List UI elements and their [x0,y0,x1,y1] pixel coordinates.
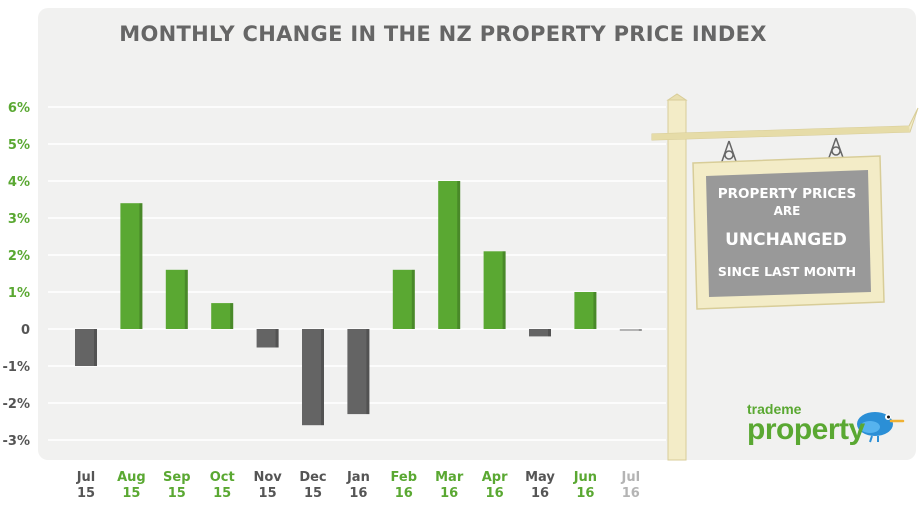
x-tick-month: Apr [482,470,508,485]
x-tick-month: Dec [299,470,326,485]
x-tick-year: 15 [304,486,322,501]
logo-top-text: trademe [747,401,802,417]
y-tick-label: -3% [3,434,30,449]
x-tick-year: 16 [440,486,458,501]
bar-may-16 [529,329,551,337]
x-tick-year: 16 [622,486,640,501]
y-tick-label: 1% [8,286,30,301]
bar-shade [321,329,324,426]
x-tick-month: May [525,470,555,485]
sign-line-3: UNCHANGED [725,230,847,250]
x-tick-month: Jul [621,470,641,485]
x-tick-year: 15 [259,486,277,501]
bar-shade [457,181,461,329]
bar-shade [139,203,143,329]
x-tick-month: Feb [391,470,417,485]
x-tick-month: Jul [76,470,96,485]
bar-shade [638,329,642,331]
x-tick-month: Nov [253,470,282,485]
y-tick-labels: 6% 5% 4% 3% 2% 1% 0 -1% -2% -3% [3,101,30,449]
y-tick-label: 0 [21,323,30,338]
x-tick-month: Oct [210,470,235,485]
y-tick-label: -2% [3,397,30,412]
bar-shade [548,329,551,337]
bar-shade [184,269,188,329]
x-tick-year: 16 [349,486,367,501]
bar-feb-16 [392,269,415,329]
x-tick-year: 16 [576,486,594,501]
bar-shade [94,329,97,366]
bar-jan-16 [347,329,370,415]
chart-title: MONTHLY CHANGE IN THE NZ PROPERTY PRICE … [119,22,767,46]
bar-shade [275,329,279,348]
signpost-illustration: PROPERTY PRICES ARE UNCHANGED SINCE LAST… [651,93,919,461]
y-tick-label: 5% [8,138,30,153]
x-tick-year: 15 [77,486,95,501]
y-tick-label: 2% [8,249,30,264]
bar-sep-15 [165,269,188,329]
bar-shade [230,303,234,329]
bar-nov-15 [256,329,279,348]
y-tick-label: 4% [8,175,30,190]
y-tick-label: 3% [8,212,30,227]
bars [75,181,642,426]
sign-line-2: ARE [774,204,801,218]
x-tick-month: Sep [163,470,191,485]
bar-shade [502,251,506,329]
x-tick-year: 16 [395,486,413,501]
x-tick-year: 16 [531,486,549,501]
sign-line-1: PROPERTY PRICES [718,186,857,202]
sign-line-4: SINCE LAST MONTH [718,264,856,279]
logo-main-text: property [747,413,865,446]
x-tick-year: 15 [168,486,186,501]
kiwi-bird-icon [857,412,905,443]
bar-aug-15 [120,203,143,329]
x-tick-month: Aug [117,470,146,485]
bar-jul-16 [619,329,642,331]
bar-shade [366,329,370,415]
x-tick-month: Jun [573,470,597,485]
trademe-property-logo: trademe property [747,401,865,446]
y-tick-label: 6% [8,101,30,116]
y-tick-label: -1% [3,360,30,375]
bar-oct-15 [211,303,234,329]
x-tick-year: 15 [122,486,140,501]
bar-dec-15 [302,329,324,426]
x-tick-year: 16 [486,486,504,501]
x-tick-year: 15 [213,486,231,501]
bar-jul-15 [75,329,97,366]
x-tick-month: Mar [435,470,464,485]
bar-shade [593,292,597,329]
x-tick-labels: Jul15Aug15Sep15Oct15Nov15Dec15Jan16Feb16… [76,470,640,501]
bar-apr-16 [483,251,506,329]
x-tick-month: Jan [346,470,370,485]
bar-jun-16 [574,292,597,329]
bar-mar-16 [438,181,461,329]
bar-shade [411,269,415,329]
